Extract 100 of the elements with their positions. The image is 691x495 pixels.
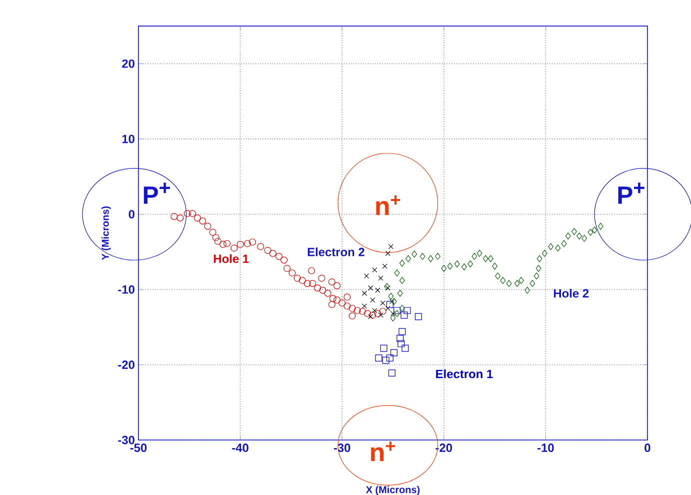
x-tick-label: 0 [644, 444, 650, 452]
point [388, 244, 394, 250]
y-tick-label: 0 [128, 210, 134, 218]
point [388, 292, 394, 300]
y-tick-label: 20 [122, 59, 134, 68]
annotation: P$^{+}$ [144, 182, 170, 204]
point [188, 210, 196, 217]
point [394, 310, 400, 318]
series-label: Electron 2 [308, 247, 364, 256]
point [482, 255, 488, 262]
point [329, 295, 336, 302]
point [374, 310, 382, 318]
point [385, 306, 390, 311]
point [248, 238, 256, 246]
x-axis-title: X (Microns) [366, 486, 420, 495]
point [309, 280, 316, 287]
point [441, 264, 447, 272]
point [304, 280, 311, 287]
point [530, 280, 536, 287]
point [214, 238, 222, 245]
point [414, 313, 422, 320]
point [378, 276, 384, 281]
point [244, 240, 251, 248]
point [506, 280, 512, 287]
series-label: Hole 1 [214, 254, 249, 264]
point [338, 300, 346, 307]
point [598, 222, 604, 230]
point [400, 312, 408, 319]
point [333, 282, 340, 290]
point [369, 312, 376, 319]
point [536, 264, 542, 272]
x-tick-label: -50 [130, 444, 147, 452]
point [382, 356, 390, 364]
x-tick-label: -40 [232, 444, 248, 452]
point [375, 354, 382, 362]
point [380, 344, 388, 352]
point [389, 298, 394, 304]
x-tick-label: -10 [537, 444, 554, 452]
point [399, 304, 405, 312]
point [194, 214, 201, 222]
point [524, 286, 530, 294]
point [380, 300, 386, 306]
point [348, 312, 356, 320]
point [378, 312, 384, 318]
point [230, 244, 238, 252]
point [561, 240, 567, 248]
point [362, 303, 368, 309]
point [394, 307, 401, 314]
point [492, 262, 498, 270]
point [328, 278, 336, 286]
point [399, 260, 405, 267]
point [372, 308, 378, 314]
point [275, 252, 282, 260]
point [269, 250, 276, 257]
point [406, 255, 411, 262]
point [379, 308, 386, 315]
point [199, 218, 206, 224]
point [368, 314, 374, 320]
annotation: P$^{+}$ [618, 182, 644, 204]
point [399, 276, 405, 284]
point [328, 301, 336, 308]
point [318, 274, 326, 282]
point [495, 272, 500, 280]
point [396, 334, 404, 342]
point [344, 294, 351, 301]
point [386, 301, 394, 308]
point [219, 240, 226, 248]
point [204, 222, 212, 230]
point [391, 298, 397, 306]
point [384, 282, 390, 290]
point [348, 304, 356, 312]
point [372, 267, 378, 272]
point [468, 260, 474, 268]
text: Electron 1 [436, 369, 493, 378]
point [333, 296, 340, 304]
y-tick-label: -20 [118, 360, 134, 369]
point [534, 272, 540, 280]
point [555, 244, 561, 252]
point [364, 310, 371, 318]
point [382, 264, 388, 269]
point [488, 255, 494, 262]
point [257, 243, 264, 250]
point [308, 267, 315, 274]
point [390, 314, 396, 322]
point [412, 250, 418, 258]
point [428, 255, 434, 262]
annotation: n$^{+}$ [376, 195, 400, 216]
point [390, 349, 398, 356]
point [394, 269, 400, 276]
point [447, 262, 453, 270]
point [582, 234, 588, 242]
point [324, 290, 332, 297]
point [435, 252, 440, 260]
point [288, 269, 296, 276]
point [362, 290, 368, 296]
point [462, 263, 467, 270]
point [236, 240, 244, 248]
point [314, 284, 322, 292]
point [588, 228, 594, 236]
y-axis-title: Y (Microns) [102, 206, 111, 260]
